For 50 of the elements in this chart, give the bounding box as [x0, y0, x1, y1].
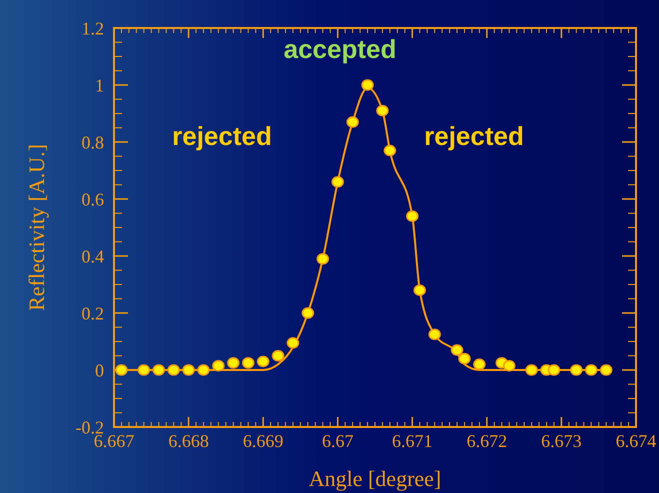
- point: [406, 210, 419, 222]
- point: [525, 364, 538, 376]
- point: [272, 350, 284, 362]
- y-axis-title: Reflectivity [A.U.]: [24, 144, 49, 311]
- x-tick-label: 6.668: [168, 431, 209, 451]
- x-tick-label: 6.671: [392, 431, 433, 451]
- point: [242, 357, 254, 369]
- y-tick-label: 0: [95, 360, 104, 380]
- point: [256, 356, 270, 368]
- x-tick-label: 6.673: [541, 431, 582, 451]
- point: [346, 116, 359, 128]
- y-tick-label: 0.6: [82, 189, 104, 210]
- point: [502, 360, 516, 372]
- point: [316, 253, 330, 265]
- point: [167, 364, 180, 376]
- point: [413, 284, 426, 296]
- point: [115, 364, 128, 376]
- point: [212, 360, 225, 372]
- point: [331, 176, 344, 188]
- point: [384, 144, 396, 156]
- point: [600, 364, 612, 376]
- annotation: accepted: [284, 34, 396, 64]
- point: [548, 364, 560, 376]
- point: [585, 364, 598, 376]
- point: [376, 104, 389, 116]
- y-tick-label: 1.2: [82, 18, 104, 38]
- point: [302, 307, 314, 319]
- point: [361, 79, 374, 91]
- point: [286, 337, 300, 349]
- y-tick-label: 0.4: [82, 246, 104, 266]
- x-tick-label: 6.674: [616, 431, 656, 451]
- point: [473, 358, 486, 370]
- point: [428, 328, 441, 340]
- point: [197, 364, 210, 376]
- annotation: rejected: [424, 121, 524, 151]
- point: [182, 364, 195, 376]
- point: [152, 364, 165, 376]
- y-tick-label: 0.2: [82, 303, 104, 324]
- point: [450, 344, 464, 356]
- point: [227, 357, 240, 369]
- point: [138, 364, 150, 376]
- point: [458, 352, 471, 364]
- x-tick-label: 6.67: [322, 431, 354, 451]
- annotation: rejected: [172, 121, 272, 151]
- point: [570, 364, 583, 376]
- x-tick-label: 6.669: [242, 431, 284, 451]
- y-tick-label: 1: [95, 75, 104, 96]
- x-axis-title: Angle [degree]: [308, 466, 442, 491]
- x-tick-label: 6.672: [466, 431, 508, 451]
- y-tick-label: 0.8: [82, 132, 104, 152]
